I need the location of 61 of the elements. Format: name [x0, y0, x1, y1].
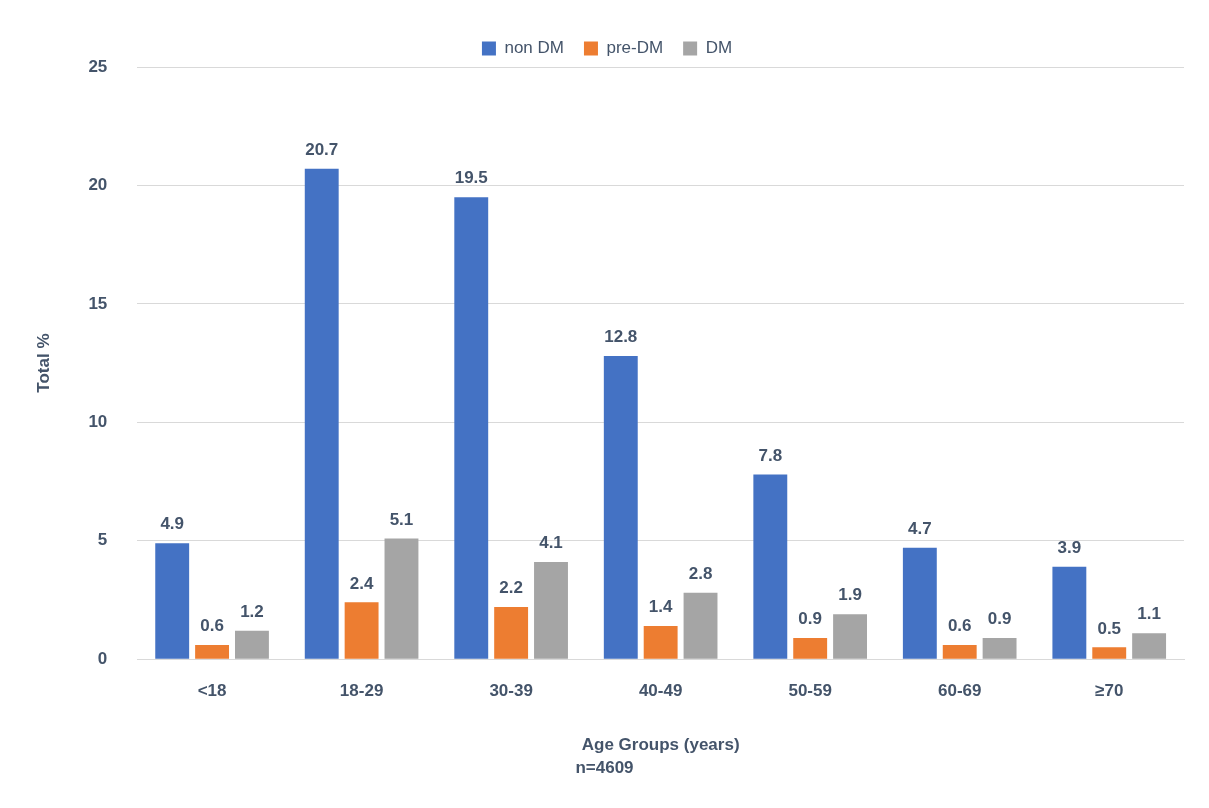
- bar: [235, 630, 269, 659]
- bar: [344, 602, 379, 659]
- legend-label: pre-DM: [606, 38, 664, 58]
- y-axis-title: Total %: [33, 333, 53, 393]
- bar: [1132, 633, 1167, 659]
- data-label: 7.8: [758, 445, 783, 465]
- text: n=4609: [574, 758, 635, 778]
- data-label: 5.1: [389, 509, 414, 529]
- bar: [942, 644, 977, 659]
- data-label: 1.9: [838, 585, 862, 605]
- x-tick-label: 50-59: [788, 681, 832, 701]
- data-label: 2.2: [499, 578, 523, 598]
- bar: [1092, 647, 1127, 659]
- bar: [833, 614, 867, 659]
- data-label: 2.4: [349, 573, 374, 593]
- data-label: 0.5: [1097, 618, 1122, 638]
- y-tick-label: 10: [88, 412, 108, 432]
- y-tick-label: 0: [97, 648, 108, 668]
- data-label: 1.4: [648, 597, 674, 617]
- x-tick-label: 30-39: [489, 681, 533, 701]
- x-tick-label: 40-49: [638, 681, 683, 701]
- bar: [494, 607, 529, 659]
- bar: [195, 644, 230, 659]
- data-label: 12.8: [604, 327, 638, 347]
- y-tick-label: 15: [88, 293, 108, 313]
- data-label: 0.6: [200, 616, 224, 636]
- data-label: 4.9: [160, 514, 185, 534]
- bar: [384, 538, 419, 659]
- data-label: 4.7: [908, 519, 932, 539]
- x-axis-title: Age Groups (years): [581, 735, 740, 755]
- bar: [902, 547, 937, 659]
- data-label: 2.8: [688, 564, 713, 584]
- y-tick-label: 20: [88, 175, 108, 195]
- x-tick-label: 60-69: [937, 681, 982, 701]
- y-tick-label: 25: [88, 56, 108, 76]
- bar: [1052, 566, 1087, 659]
- x-tick-label: 18-29: [339, 681, 384, 701]
- bar: [155, 543, 190, 659]
- data-label: 19.5: [454, 168, 488, 188]
- data-label: 0.9: [987, 609, 1012, 629]
- data-label: 0.9: [798, 609, 822, 629]
- bar: [304, 168, 339, 659]
- legend-label: non DM: [504, 38, 564, 58]
- data-label: 4.1: [539, 533, 563, 553]
- x-tick-label: <18: [197, 681, 227, 701]
- bar: [683, 592, 718, 659]
- legend-label: DM: [705, 38, 733, 58]
- bar: [753, 474, 788, 659]
- bar: [534, 562, 568, 659]
- data-label: 3.9: [1057, 538, 1082, 557]
- data-label: 1.2: [240, 601, 264, 621]
- data-label: 0.6: [947, 616, 972, 636]
- bar: [793, 637, 828, 659]
- bar: [603, 355, 638, 659]
- x-tick-label: ≥70: [1095, 681, 1124, 701]
- bar: [454, 197, 489, 659]
- bar: [982, 637, 1017, 659]
- bar: [643, 626, 678, 659]
- data-label: 20.7: [305, 140, 339, 160]
- data-label: 1.1: [1137, 604, 1161, 624]
- y-tick-label: 5: [97, 530, 108, 550]
